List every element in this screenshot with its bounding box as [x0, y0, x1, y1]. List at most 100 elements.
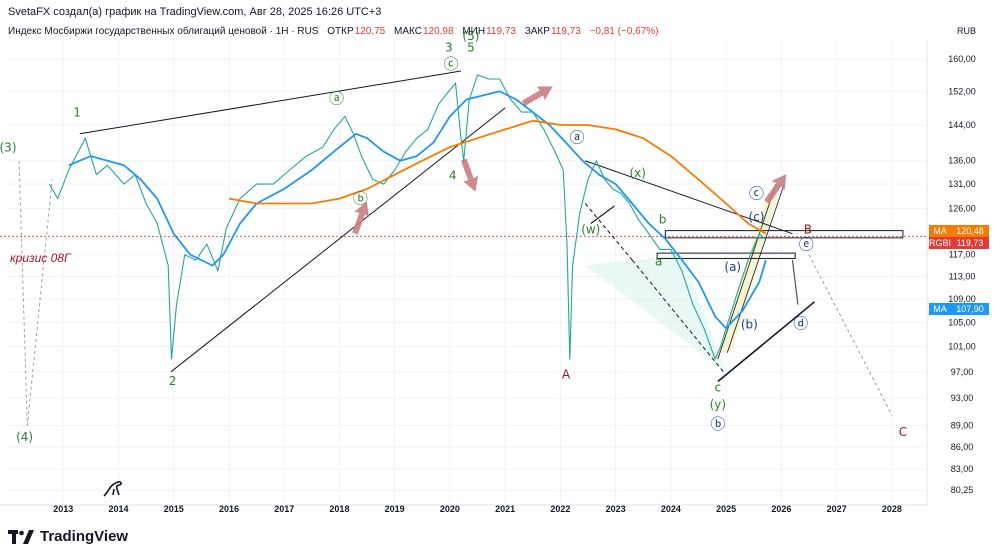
support-box — [656, 252, 796, 259]
x-tick-label: 2023 — [606, 504, 626, 514]
chart-series — [48, 74, 767, 360]
wave-label: ⓐ — [329, 90, 344, 108]
wave-label: B — [804, 223, 812, 237]
series-line-ma-slow — [228, 119, 767, 235]
wave-label: (y) — [710, 397, 726, 411]
y-tick-label: 126,00 — [948, 203, 976, 213]
price-axis[interactable]: 80,25 83,00 86,00 89,00 93,00 97,00 101,00 105,… — [948, 54, 976, 495]
currency-label: RUB — [957, 26, 977, 36]
trend-line-wedge-bottom — [717, 301, 816, 383]
wave-label: (3) — [0, 141, 17, 155]
arrow-icon — [764, 174, 787, 204]
low-label: МИН — [462, 26, 486, 37]
wave-label: 5 — [467, 40, 475, 54]
wave-label: ⓒ — [444, 55, 459, 73]
ma-slow-tag-label: MA — [933, 226, 947, 236]
x-tick-label: 2024 — [661, 504, 681, 514]
tradingview-logo[interactable]: TradingView — [8, 528, 128, 545]
dashed-line — [631, 259, 724, 373]
y-tick-label: 152,00 — [948, 86, 976, 96]
wave-label: ⓒ — [749, 185, 764, 203]
channel-line — [717, 183, 777, 360]
wave-label: b — [659, 212, 667, 226]
crisis-annotation: кризис 08Г — [10, 251, 71, 265]
dashed-line — [584, 203, 633, 261]
trend-line-wedge-top — [585, 160, 793, 235]
x-tick-label: 2018 — [329, 504, 349, 514]
close-label: ЗАКР — [524, 26, 550, 37]
ma-slow-price-tag: MA 120,48 — [929, 225, 989, 237]
arrow-icon — [521, 86, 553, 106]
x-tick-label: 2021 — [495, 504, 515, 514]
resistance-box — [664, 230, 904, 239]
arrow-icon — [460, 158, 479, 192]
y-tick-label: 113,00 — [949, 271, 976, 281]
wave-label: (4) — [16, 430, 33, 444]
low-value: 119,73 — [486, 26, 516, 37]
arrow-icon — [352, 201, 370, 235]
projection-line — [26, 179, 53, 426]
x-tick-label: 2022 — [550, 504, 570, 514]
wave-label: ⓑ — [353, 189, 368, 207]
close-value: 119,73 — [550, 26, 581, 37]
y-tick-label: 89,00 — [951, 421, 974, 431]
ma-fast-tag-label: MA — [933, 304, 947, 314]
wave-label: 2 — [169, 374, 177, 388]
dragon-icon — [102, 478, 124, 503]
x-tick-label: 2025 — [716, 504, 736, 514]
wave-label: (a) — [724, 260, 741, 274]
ma-fast-tag-value: 107,90 — [956, 304, 984, 314]
high-value: 120,98 — [422, 26, 454, 37]
trend-lines — [0, 70, 927, 426]
series-line-ma-fast — [68, 90, 767, 330]
y-tick-label: 109,00 — [948, 294, 976, 304]
x-tick-label: 2015 — [164, 504, 184, 514]
x-tick-label: 2019 — [385, 504, 405, 514]
high-label: МАКС — [394, 26, 422, 37]
channel-line — [726, 183, 785, 353]
wave-label: 3 — [445, 40, 453, 54]
wave-label: c — [715, 380, 722, 394]
y-tick-label: 86,00 — [951, 442, 974, 452]
y-tick-label: 131,00 — [948, 179, 976, 189]
creator-line: SvetaFX создал(а) график на TradingView.… — [8, 6, 382, 18]
x-tick-label: 2026 — [771, 504, 791, 514]
projection-line — [808, 254, 893, 416]
rgbi-tag-value: 119,73 — [956, 238, 984, 248]
symbol-legend[interactable]: Индекс Мосбиржи государственных облигаци… — [8, 26, 659, 37]
time-axis[interactable]: 2013 2014 2015 2016 2017 2018 2019 2020 2021 2022… — [53, 504, 902, 514]
y-tick-label: 83,00 — [951, 464, 974, 474]
y-tick-label: 93,00 — [951, 393, 974, 403]
x-tick-label: 2016 — [219, 504, 239, 514]
wave-label: 1 — [73, 105, 81, 119]
wave-label: ⓓ — [793, 314, 808, 332]
trend-line-lower — [170, 107, 506, 373]
rgbi-price-tag: RGBI 119,73 — [929, 237, 989, 249]
trend-line-upper — [79, 70, 462, 135]
wave-label: ⓑ — [710, 415, 725, 433]
wave-label: (c) — [749, 210, 765, 224]
rgbi-tag-label: RGBI — [929, 238, 952, 248]
tradingview-logo-icon — [8, 529, 34, 544]
y-tick-label: 80,25 — [951, 485, 974, 495]
y-tick-label: 144,00 — [948, 120, 976, 130]
wave-labels: (3) (4) 1 2 3 5(5) 4 ⓒ ⓐ ⓑ A (w) (x) a b c (y) ⓐ (a) (b) (c)… — [0, 29, 907, 444]
projection-path — [791, 259, 799, 305]
brand-name: TradingView — [40, 528, 129, 545]
wave-label: A — [562, 367, 571, 381]
change-value: −0,81 (−0,67%) — [589, 26, 659, 37]
series-line-rgbi — [48, 74, 766, 360]
trend-line — [590, 205, 615, 224]
y-tick-label: 160,00 — [948, 54, 976, 64]
ma-slow-tag-value: 120,48 — [956, 226, 984, 236]
open-value: 120,75 — [354, 26, 386, 37]
ma-fast-price-tag: MA 107,90 — [929, 303, 989, 315]
wave-label: C — [899, 425, 907, 439]
y-tick-label: 97,00 — [951, 367, 974, 377]
y-tick-label: 105,00 — [948, 317, 976, 327]
wave-label: (w) — [581, 223, 600, 237]
x-tick-label: 2020 — [440, 504, 460, 514]
channel-fill — [585, 254, 727, 372]
open-label: ОТКР — [327, 26, 354, 37]
